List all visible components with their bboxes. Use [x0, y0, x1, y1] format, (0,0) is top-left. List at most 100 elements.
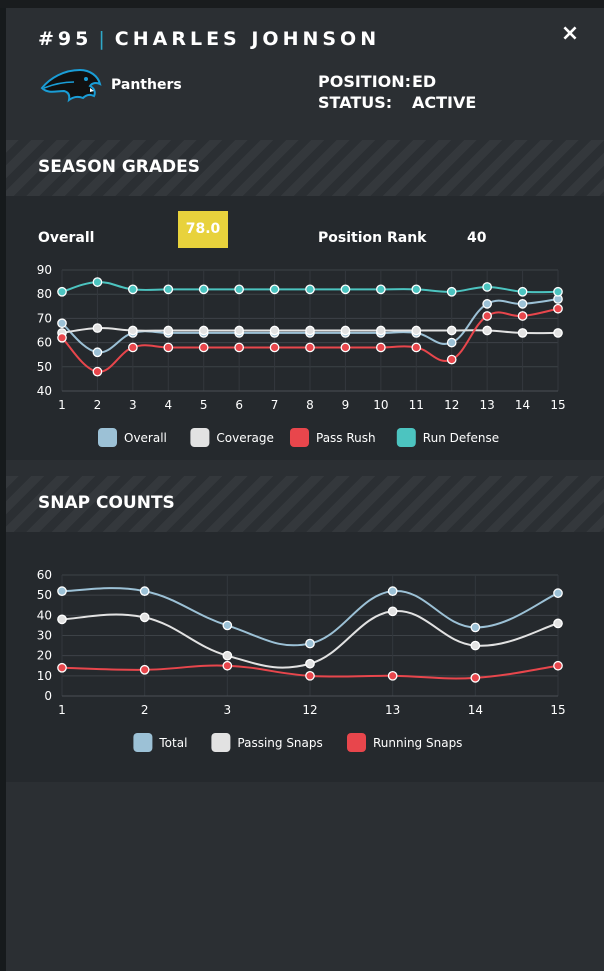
x-tick-label: 7 — [271, 398, 279, 412]
player-number: #95 — [38, 28, 93, 50]
y-tick-label: 60 — [37, 568, 52, 582]
x-tick-label: 14 — [515, 398, 530, 412]
data-point-running-snaps — [57, 662, 67, 673]
data-point-passing-snaps — [553, 618, 563, 629]
data-point-passing-snaps — [387, 606, 398, 617]
data-point-pass-rush — [553, 303, 563, 314]
status-label: STATUS: — [318, 93, 393, 112]
data-point-pass-rush — [482, 311, 492, 321]
x-tick-label: 2 — [141, 703, 149, 717]
snap-counts-section — [6, 532, 604, 782]
position-rank-value: 40 — [467, 230, 487, 246]
overall-label: Overall — [38, 230, 95, 246]
data-point-overall — [57, 318, 67, 329]
x-tick-label: 2 — [94, 398, 102, 412]
data-point-coverage — [553, 328, 563, 338]
data-point-coverage — [517, 328, 528, 338]
data-point-run-defense — [128, 284, 138, 295]
data-point-run-defense — [198, 284, 209, 295]
data-point-pass-rush — [269, 342, 280, 353]
data-point-pass-rush — [446, 354, 457, 365]
data-point-pass-rush — [128, 342, 138, 353]
legend-label-passing-snaps: Passing Snaps — [237, 736, 322, 750]
close-icon[interactable]: × — [560, 21, 580, 46]
y-tick-label: 40 — [37, 608, 52, 622]
data-point-coverage — [411, 325, 422, 336]
data-point-running-snaps — [222, 660, 233, 671]
legend-label-overall: Overall — [124, 431, 167, 445]
y-tick-label: 30 — [37, 629, 52, 643]
y-tick-label: 60 — [37, 336, 52, 350]
data-point-run-defense — [340, 284, 351, 295]
overall-grade-badge: 78.0 — [178, 211, 228, 248]
data-point-total — [553, 588, 563, 599]
season-grades-header: SEASON GRADES — [6, 140, 604, 196]
data-point-pass-rush — [517, 311, 528, 321]
data-point-pass-rush — [305, 342, 315, 353]
data-point-pass-rush — [163, 342, 174, 353]
x-tick-label: 12 — [444, 398, 459, 412]
data-point-run-defense — [411, 284, 422, 295]
data-point-run-defense — [446, 286, 457, 297]
legend-swatch-total — [133, 733, 153, 752]
x-tick-label: 15 — [550, 398, 565, 412]
legend-swatch-pass-rush — [290, 428, 309, 447]
data-point-passing-snaps — [139, 612, 150, 623]
y-tick-label: 90 — [37, 263, 52, 277]
data-point-run-defense — [482, 282, 492, 292]
data-point-running-snaps — [470, 673, 481, 683]
data-point-coverage — [482, 325, 492, 336]
data-point-overall — [517, 299, 528, 309]
data-point-pass-rush — [376, 342, 386, 353]
x-tick-label: 3 — [129, 398, 137, 412]
y-tick-label: 50 — [37, 360, 52, 374]
status-value: ACTIVE — [412, 93, 477, 112]
x-tick-label: 4 — [164, 398, 172, 412]
legend-label-running-snaps: Running Snaps — [373, 736, 462, 750]
data-point-total — [305, 638, 315, 649]
x-tick-label: 6 — [235, 398, 243, 412]
data-point-coverage — [446, 325, 457, 336]
data-point-pass-rush — [57, 332, 67, 343]
data-point-coverage — [163, 325, 174, 336]
x-tick-label: 8 — [306, 398, 314, 412]
data-point-run-defense — [517, 286, 528, 297]
x-tick-label: 3 — [224, 703, 232, 717]
data-point-coverage — [198, 325, 209, 336]
x-tick-label: 15 — [550, 703, 565, 717]
legend-label-coverage: Coverage — [216, 431, 274, 445]
player-name: CHARLES JOHNSON — [114, 28, 381, 50]
data-point-coverage — [305, 325, 315, 336]
data-point-total — [222, 620, 233, 631]
player-card: #95 | CHARLES JOHNSON × Panthers POSITION:… — [6, 8, 604, 971]
data-point-run-defense — [234, 284, 244, 295]
background-edge-top — [0, 0, 604, 8]
data-point-running-snaps — [387, 670, 398, 681]
position-value: ED — [412, 72, 437, 91]
data-point-run-defense — [57, 286, 67, 297]
data-point-overall — [446, 337, 457, 348]
data-point-total — [470, 622, 481, 633]
x-tick-label: 13 — [385, 703, 400, 717]
season-grades-title: SEASON GRADES — [38, 157, 201, 177]
position-label: POSITION: — [318, 72, 412, 91]
x-tick-label: 1 — [58, 398, 66, 412]
data-point-run-defense — [305, 284, 315, 295]
legend-swatch-passing-snaps — [211, 733, 231, 752]
data-point-coverage — [340, 325, 351, 336]
y-tick-label: 70 — [37, 311, 52, 325]
data-point-passing-snaps — [222, 650, 233, 661]
data-point-coverage — [376, 325, 386, 336]
data-point-overall — [482, 299, 492, 309]
data-point-passing-snaps — [305, 658, 315, 669]
data-point-run-defense — [376, 284, 386, 295]
data-point-pass-rush — [234, 342, 244, 353]
position-rank-label: Position Rank — [318, 230, 427, 246]
background-edge — [0, 0, 6, 971]
position-status-block: POSITION: ED STATUS: ACTIVE — [318, 71, 476, 113]
data-point-running-snaps — [139, 664, 150, 675]
data-point-total — [139, 586, 150, 596]
y-tick-label: 20 — [37, 649, 52, 663]
